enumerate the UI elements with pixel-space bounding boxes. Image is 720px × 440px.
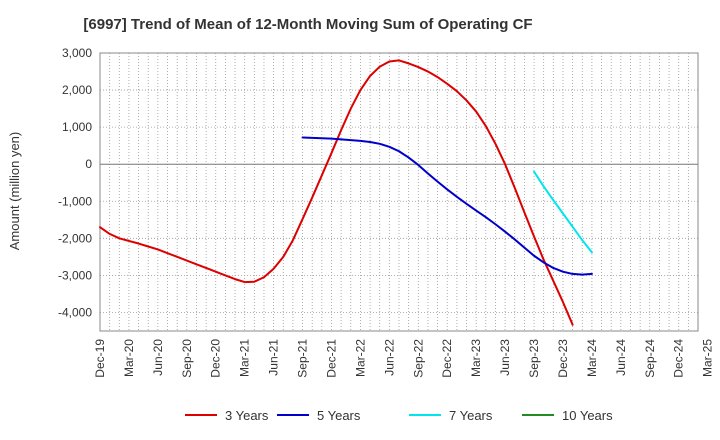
x-tick-label: Dec-23 bbox=[556, 339, 570, 378]
x-axis: Dec-19 Mar-20 Jun-20 Sep-20 Dec-20 Mar-21 Jun-… bbox=[93, 339, 715, 378]
x-tick-label: Jun-24 bbox=[614, 339, 628, 376]
chart-title: [6997] Trend of Mean of 12-Month Moving … bbox=[83, 16, 532, 33]
x-tick-label: Sep-21 bbox=[296, 339, 310, 378]
y-axis-label: Amount (million yen) bbox=[7, 132, 22, 251]
x-tick-label: Dec-21 bbox=[324, 339, 338, 378]
x-tick-label: Mar-24 bbox=[585, 339, 599, 377]
x-tick-label: Mar-23 bbox=[469, 339, 483, 377]
x-tick-label: Mar-20 bbox=[122, 339, 136, 377]
x-tick-label: Mar-25 bbox=[701, 339, 715, 377]
y-tick-label: 1,000 bbox=[62, 120, 92, 134]
y-tick-label: -1,000 bbox=[58, 194, 92, 208]
y-tick-label: 0 bbox=[85, 157, 92, 171]
grid-layer bbox=[99, 52, 699, 332]
legend-label: 5 Years bbox=[317, 408, 361, 423]
x-tick-label: Dec-22 bbox=[440, 339, 454, 378]
legend-item: 5 Years bbox=[277, 408, 361, 423]
y-tick-label: 2,000 bbox=[62, 83, 92, 97]
y-tick-label: -4,000 bbox=[58, 305, 92, 319]
x-tick-label: Sep-20 bbox=[180, 339, 194, 378]
plot-border bbox=[99, 52, 699, 332]
x-tick-label: Jun-23 bbox=[498, 339, 512, 376]
x-tick-label: Sep-24 bbox=[643, 339, 657, 378]
legend-item: 10 Years bbox=[522, 408, 613, 423]
series-line-3-years bbox=[99, 59, 574, 326]
legend-label: 3 Years bbox=[225, 408, 269, 423]
legend-item: 7 Years bbox=[409, 408, 493, 423]
legend-label: 7 Years bbox=[449, 408, 493, 423]
x-tick-label: Dec-24 bbox=[672, 339, 686, 378]
x-tick-label: Dec-20 bbox=[209, 339, 223, 378]
x-tick-label: Jun-21 bbox=[267, 339, 281, 376]
x-tick-label: Dec-19 bbox=[93, 339, 107, 378]
x-tick-label: Mar-22 bbox=[353, 339, 367, 377]
x-tick-label: Jun-22 bbox=[382, 339, 396, 376]
y-tick-label: -2,000 bbox=[58, 231, 92, 245]
y-tick-label: -3,000 bbox=[58, 268, 92, 282]
x-tick-label: Jun-20 bbox=[151, 339, 165, 376]
series-line-5-years bbox=[301, 136, 593, 276]
legend: 3 Years 5 Years 7 Years 10 Years bbox=[185, 408, 613, 423]
legend-item: 3 Years bbox=[185, 408, 269, 423]
x-tick-label: Sep-22 bbox=[411, 339, 425, 378]
y-axis: 3,000 2,000 1,000 0 -1,000 -2,000 -3,000 -4,000 bbox=[58, 46, 92, 319]
series-line-7-years bbox=[533, 170, 593, 254]
x-tick-label: Sep-23 bbox=[527, 339, 541, 378]
legend-label: 10 Years bbox=[562, 408, 613, 423]
series-layer bbox=[99, 59, 593, 326]
x-tick-label: Mar-21 bbox=[238, 339, 252, 377]
y-tick-label: 3,000 bbox=[62, 46, 92, 60]
